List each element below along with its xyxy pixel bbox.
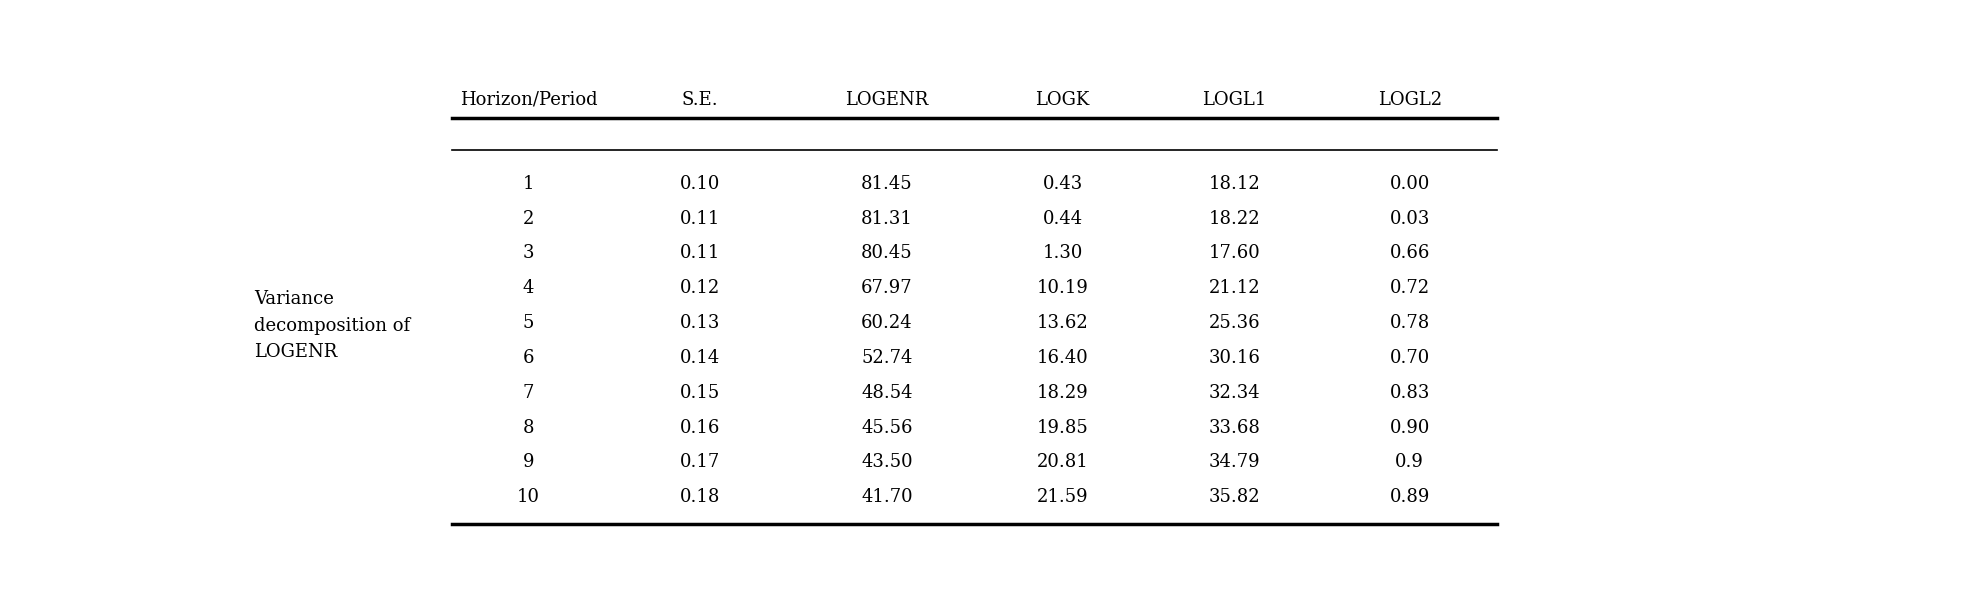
Text: 60.24: 60.24	[860, 314, 914, 332]
Text: 7: 7	[522, 384, 534, 402]
Text: 32.34: 32.34	[1209, 384, 1260, 402]
Text: 4: 4	[522, 279, 534, 297]
Text: 34.79: 34.79	[1209, 453, 1260, 471]
Text: 0.14: 0.14	[679, 349, 721, 367]
Text: 5: 5	[522, 314, 534, 332]
Text: 1.30: 1.30	[1042, 244, 1083, 262]
Text: Horizon/Period: Horizon/Period	[459, 90, 597, 108]
Text: 0.43: 0.43	[1042, 175, 1083, 193]
Text: 0.03: 0.03	[1390, 210, 1429, 228]
Text: 16.40: 16.40	[1036, 349, 1089, 367]
Text: LOGL2: LOGL2	[1378, 90, 1441, 108]
Text: 2: 2	[522, 210, 534, 228]
Text: 0.89: 0.89	[1390, 488, 1429, 506]
Text: 43.50: 43.50	[860, 453, 914, 471]
Text: 80.45: 80.45	[860, 244, 914, 262]
Text: 0.17: 0.17	[679, 453, 721, 471]
Text: 0.9: 0.9	[1396, 453, 1424, 471]
Text: 0.15: 0.15	[679, 384, 721, 402]
Text: S.E.: S.E.	[681, 90, 719, 108]
Text: 10: 10	[518, 488, 540, 506]
Text: 9: 9	[522, 453, 534, 471]
Text: 0.90: 0.90	[1390, 419, 1429, 437]
Text: 3: 3	[522, 244, 534, 262]
Text: 81.45: 81.45	[860, 175, 914, 193]
Text: 67.97: 67.97	[860, 279, 914, 297]
Text: 1: 1	[522, 175, 534, 193]
Text: 0.66: 0.66	[1390, 244, 1429, 262]
Text: 21.59: 21.59	[1038, 488, 1089, 506]
Text: 6: 6	[522, 349, 534, 367]
Text: 0.72: 0.72	[1390, 279, 1429, 297]
Text: 19.85: 19.85	[1036, 419, 1089, 437]
Text: Variance
decomposition of
LOGENR: Variance decomposition of LOGENR	[254, 290, 410, 361]
Text: 35.82: 35.82	[1209, 488, 1260, 506]
Text: 52.74: 52.74	[860, 349, 914, 367]
Text: 81.31: 81.31	[860, 210, 914, 228]
Text: LOGK: LOGK	[1036, 90, 1089, 108]
Text: 0.12: 0.12	[679, 279, 721, 297]
Text: 10.19: 10.19	[1036, 279, 1089, 297]
Text: 33.68: 33.68	[1209, 419, 1260, 437]
Text: 0.10: 0.10	[679, 175, 721, 193]
Text: 0.16: 0.16	[679, 419, 721, 437]
Text: 0.13: 0.13	[679, 314, 721, 332]
Text: 0.11: 0.11	[679, 210, 721, 228]
Text: 0.00: 0.00	[1390, 175, 1429, 193]
Text: 21.12: 21.12	[1209, 279, 1260, 297]
Text: 25.36: 25.36	[1209, 314, 1260, 332]
Text: 0.78: 0.78	[1390, 314, 1429, 332]
Text: 20.81: 20.81	[1036, 453, 1089, 471]
Text: 8: 8	[522, 419, 534, 437]
Text: 0.83: 0.83	[1390, 384, 1429, 402]
Text: 13.62: 13.62	[1036, 314, 1089, 332]
Text: 18.29: 18.29	[1036, 384, 1089, 402]
Text: 17.60: 17.60	[1209, 244, 1260, 262]
Text: 18.22: 18.22	[1209, 210, 1260, 228]
Text: 30.16: 30.16	[1209, 349, 1260, 367]
Text: 0.11: 0.11	[679, 244, 721, 262]
Text: 0.44: 0.44	[1042, 210, 1083, 228]
Text: 41.70: 41.70	[860, 488, 914, 506]
Text: 0.70: 0.70	[1390, 349, 1429, 367]
Text: 0.18: 0.18	[679, 488, 721, 506]
Text: LOGL1: LOGL1	[1201, 90, 1266, 108]
Text: 48.54: 48.54	[860, 384, 914, 402]
Text: LOGENR: LOGENR	[845, 90, 929, 108]
Text: 18.12: 18.12	[1209, 175, 1260, 193]
Text: 45.56: 45.56	[860, 419, 914, 437]
